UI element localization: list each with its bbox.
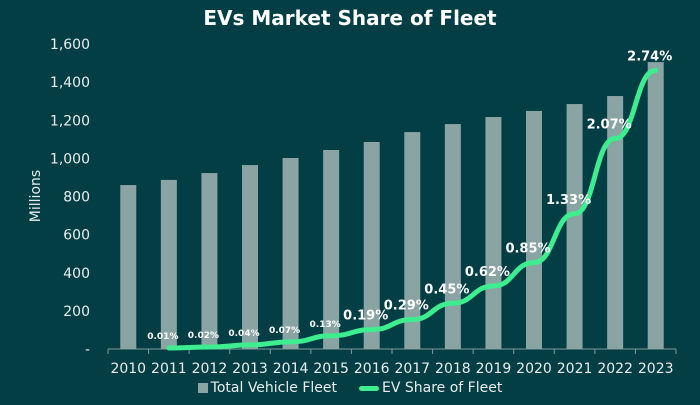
legend-item-ev-share[interactable]: EV Share of Fleet (359, 380, 502, 396)
y-tick-label: - (85, 342, 90, 358)
bar-2014 (282, 157, 299, 349)
y-tick-label: 1,600 (50, 37, 90, 53)
bar-2011 (160, 179, 177, 349)
x-tick-label: 2022 (597, 361, 633, 377)
data-label-2018: 0.45% (424, 282, 469, 297)
bar-2015 (323, 149, 340, 349)
legend-item-total-fleet[interactable]: Total Vehicle Fleet (197, 380, 337, 396)
y-tick-label: 200 (63, 304, 90, 320)
chart-title: EVs Market Share of Fleet (203, 6, 497, 30)
y-tick-label: 600 (63, 228, 90, 244)
bar-2019 (485, 117, 502, 350)
bar-2020 (526, 110, 542, 349)
data-label-2020: 0.85% (505, 242, 550, 257)
bar-2012 (201, 173, 218, 349)
y-tick-label: 1,000 (50, 151, 90, 167)
legend-label: Total Vehicle Fleet (210, 380, 337, 396)
bar-2022 (607, 96, 624, 350)
x-tick-label: 2020 (516, 361, 552, 377)
x-tick-label: 2015 (313, 361, 349, 377)
data-label-2021: 1.33% (546, 193, 591, 208)
legend: Total Vehicle Fleet EV Share of Fleet (0, 380, 700, 396)
data-label-2012: 0.02% (188, 331, 219, 341)
x-tick-label: 2017 (394, 361, 430, 377)
x-tick-label: 2011 (151, 361, 187, 377)
data-label-2016: 0.19% (343, 309, 388, 324)
x-tick-label: 2023 (638, 361, 674, 377)
data-label-2011: 0.01% (147, 332, 178, 342)
bar-2016 (363, 141, 380, 349)
data-label-2017: 0.29% (384, 299, 429, 314)
bar-2013 (242, 165, 258, 349)
legend-swatch-line (359, 385, 379, 391)
bar-2021 (566, 104, 583, 349)
legend-swatch-bar (197, 383, 208, 393)
bar-2023 (647, 62, 664, 349)
x-tick-label: 2019 (476, 361, 512, 377)
x-tick-label: 2018 (435, 361, 471, 377)
bar-2010 (120, 185, 137, 349)
data-label-2013: 0.04% (228, 329, 259, 339)
bar-2017 (404, 132, 421, 349)
y-tick-label: 1,400 (50, 75, 90, 91)
x-tick-label: 2021 (557, 361, 593, 377)
data-label-2023: 2.74% (627, 49, 672, 64)
ev-share-line (166, 67, 659, 351)
x-tick-label: 2013 (232, 361, 268, 377)
data-label-2022: 2.07% (587, 118, 632, 133)
data-label-2014: 0.07% (269, 326, 300, 336)
x-tick-label: 2014 (273, 361, 309, 377)
y-tick-label: 1,200 (50, 113, 90, 129)
x-tick-label: 2012 (192, 361, 228, 377)
y-axis-label: Millions (28, 170, 44, 222)
y-tick-label: 400 (63, 266, 90, 282)
x-tick-label: 2016 (354, 361, 390, 377)
data-label-2019: 0.62% (465, 265, 510, 280)
legend-label: EV Share of Fleet (382, 380, 503, 396)
y-tick-label: 800 (63, 190, 90, 206)
data-label-2015: 0.13% (310, 320, 341, 330)
bar-2018 (444, 124, 461, 349)
x-tick-label: 2010 (110, 361, 146, 377)
